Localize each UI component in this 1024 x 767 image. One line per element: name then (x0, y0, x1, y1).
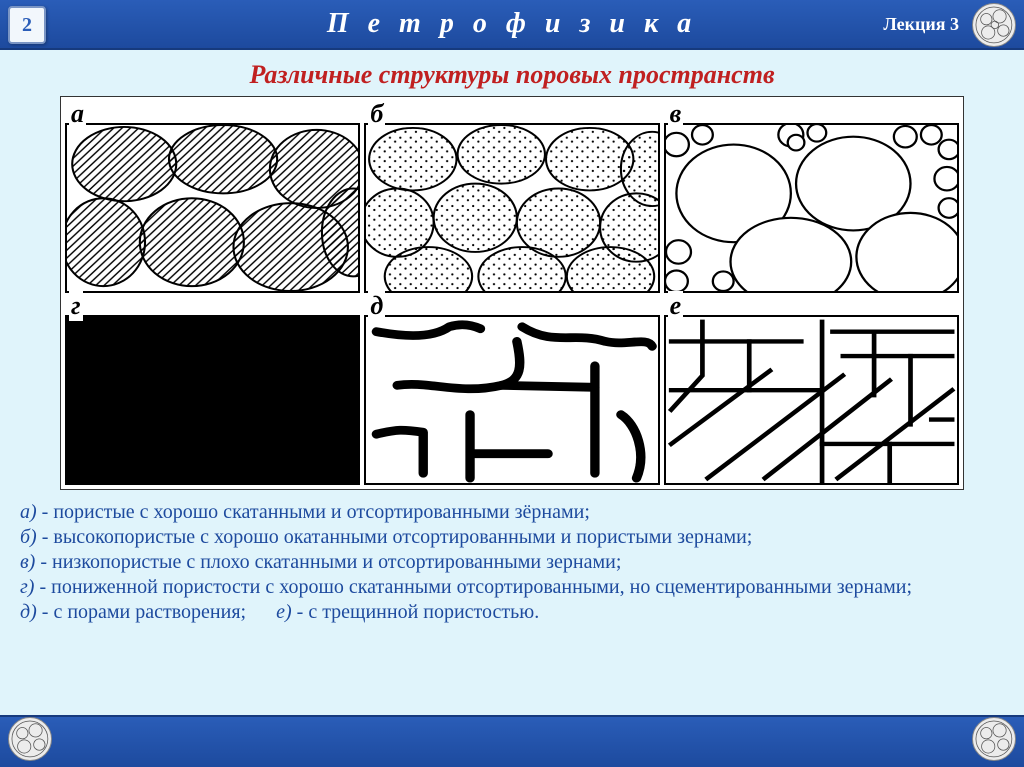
course-title: П е т р о ф и з и к а (327, 8, 697, 40)
panel-e-box (664, 315, 959, 485)
panel-e: е (664, 293, 959, 485)
panel-d: д (364, 293, 659, 485)
panel-v-box (664, 123, 959, 293)
panel-g: г (65, 293, 360, 485)
panel-b-letter: б (368, 99, 385, 129)
panel-row-1: а (65, 101, 959, 293)
legend-a: а) - пористые с хорошо скатанными и отсо… (20, 500, 1004, 525)
legend-v: в) - низкопористые с плохо скатанными и … (20, 550, 1004, 575)
slide-footer (0, 715, 1024, 767)
diagram-panels: а (60, 96, 964, 490)
legend-block: а) - пористые с хорошо скатанными и отсо… (20, 500, 1004, 625)
panel-a-box (65, 123, 360, 293)
slide-header: 2 П е т р о ф и з и к а Лекция 3 (0, 0, 1024, 50)
legend-b: б) - высокопористые с хорошо окатанными … (20, 525, 1004, 550)
panel-b: б (364, 101, 659, 293)
panel-e-letter: е (668, 291, 684, 321)
slide-number-badge: 2 (8, 6, 46, 44)
panel-v-letter: в (668, 99, 684, 129)
panel-d-box (364, 315, 659, 485)
legend-g: г) - пониженной пористости с хорошо скат… (20, 575, 1004, 600)
panel-row-2: г (65, 293, 959, 485)
panel-g-letter: г (69, 291, 83, 321)
panel-a: а (65, 101, 360, 293)
logo-top-right (972, 3, 1016, 47)
panel-v: в (664, 101, 959, 293)
panel-d-letter: д (368, 291, 385, 321)
lecture-label: Лекция 3 (883, 14, 959, 35)
slide-subtitle: Различные структуры поровых пространств (0, 60, 1024, 90)
panel-a-letter: а (69, 99, 86, 129)
panel-b-box (364, 123, 659, 293)
legend-de-row: д) - с порами растворения; е) - с трещин… (20, 600, 1004, 625)
logo-bottom-left (8, 717, 52, 761)
logo-bottom-right (972, 717, 1016, 761)
panel-g-box (65, 315, 360, 485)
